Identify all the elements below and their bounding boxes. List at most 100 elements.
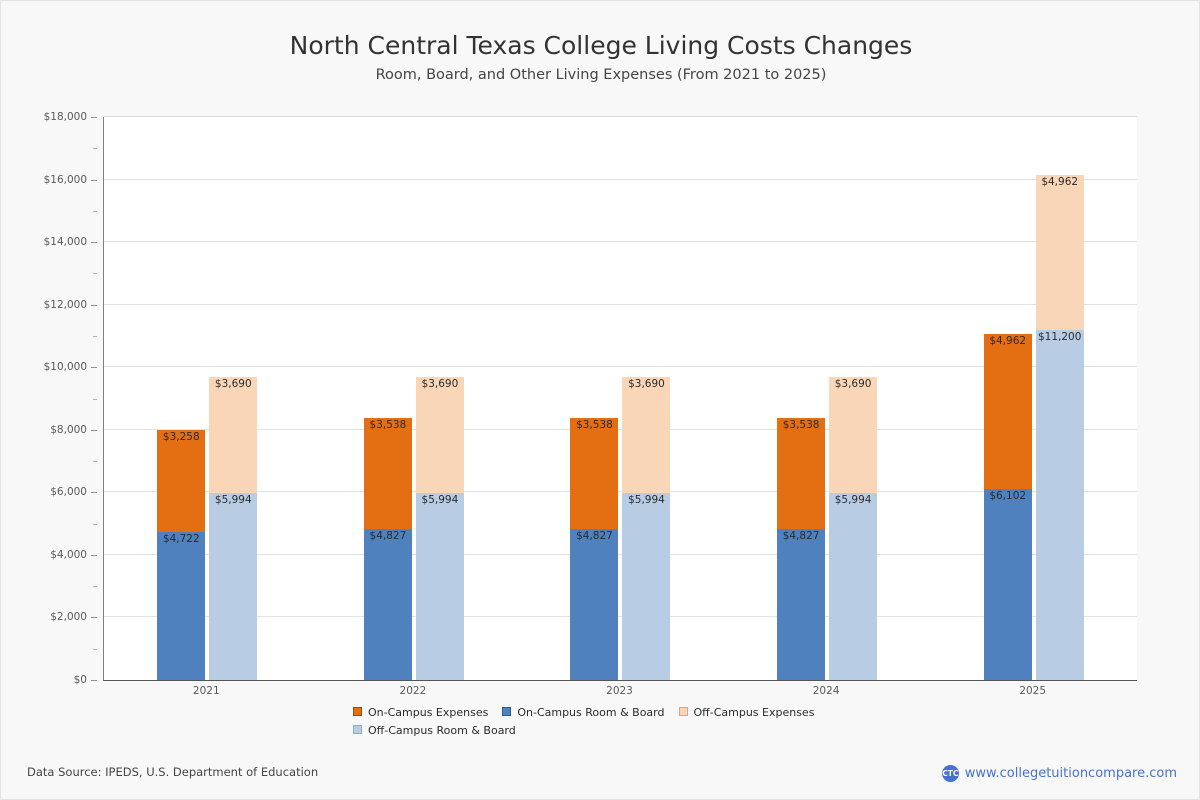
bar-value-label: $5,994 [214,493,252,506]
gridline [104,303,1137,305]
y-axis-minor-tick [93,398,97,400]
bar-segment[interactable]: $5,994 [209,492,258,680]
legend-label: Off-Campus Room & Board [368,723,516,737]
bar-segment[interactable]: $4,962 [1035,174,1084,330]
legend-item[interactable]: Off-Campus Expenses [678,703,814,722]
bar-value-label: $3,690 [628,378,665,391]
bar-group: $4,827 $3,538 $5,994 $3,690 [724,117,931,680]
y-axis-tick [91,492,97,494]
bar-segment[interactable]: $3,690 [622,377,671,493]
bar-segment[interactable]: $3,258 [157,430,206,533]
bar-value-label: $5,994 [834,493,872,506]
y-axis-tick [91,304,97,306]
bar-segment[interactable]: $4,827 [570,529,619,680]
legend-label: On-Campus Expenses [368,705,489,719]
title-block: North Central Texas College Living Costs… [1,31,1200,86]
bar-value-label: $6,102 [989,490,1027,503]
bar-value-label: $4,722 [162,533,200,546]
bar-value-label: $3,258 [162,431,200,444]
y-axis-minor-tick [93,273,97,275]
bar-segment[interactable]: $3,538 [570,418,619,530]
bar-segment[interactable]: $5,994 [829,492,878,680]
chart-subtitle: Room, Board, and Other Living Expenses (… [375,67,827,83]
x-axis-label: 2024 [812,685,840,697]
chart-legend: On-Campus Expenses On-Campus Room & Board… [353,703,873,739]
bar-segment[interactable]: $3,538 [777,418,826,530]
y-axis-label: $14,000 [43,236,87,249]
y-axis-minor-tick [93,523,97,525]
plot-area: $4,722 $3,258 $5,994 $3,690 $4,827 $3,538 $5,9… [103,116,1137,681]
y-axis-tick [91,680,97,681]
y-axis-minor-tick [93,148,97,150]
bar-value-label: $4,962 [989,334,1027,347]
bar-segment[interactable]: $3,690 [209,377,258,493]
gridline [104,553,1137,555]
bar-segment[interactable]: $6,102 [983,489,1032,680]
bar-value-label: $3,690 [214,378,252,391]
bar-value-label: $4,827 [576,530,613,543]
bar-segment[interactable]: $3,538 [363,418,412,530]
y-axis-tick [91,242,97,244]
y-axis-label: $2,000 [50,611,87,624]
legend-item[interactable]: On-Campus Expenses [353,703,488,722]
y-axis-tick [91,429,97,431]
bar-segment[interactable]: $4,722 [157,532,206,680]
y-axis-tick [91,367,97,369]
data-source-note: Data Source: IPEDS, U.S. Department of E… [27,765,319,779]
bar-group: $4,722 $3,258 $5,994 $3,690 [104,117,311,680]
bar-value-label: $3,538 [369,419,407,432]
chart-title: North Central Texas College Living Costs… [289,31,913,60]
bar-segment[interactable]: $5,994 [622,492,671,680]
bar-value-label: $4,827 [369,530,407,543]
bar-segment[interactable]: $3,690 [829,377,878,493]
bar-value-label: $3,538 [576,419,613,432]
x-axis-label: 2022 [399,685,427,697]
x-axis-label: 2023 [606,685,633,697]
y-axis-label: $8,000 [50,423,87,436]
bar-segment[interactable]: $4,827 [777,529,826,680]
y-axis-minor-tick [93,210,97,212]
x-axis: 2021 2022 2023 2024 2025 [103,685,1136,705]
y-axis-label: $18,000 [43,111,87,123]
legend-swatch [502,707,512,716]
x-axis-label: 2025 [1019,685,1047,697]
brand-link[interactable]: CTC www.collegetuitioncompare.com [941,763,1177,783]
gridline [104,241,1137,243]
bar-group: $4,827 $3,538 $5,994 $3,690 [517,117,724,680]
legend-item[interactable]: On-Campus Room & Board [502,703,665,722]
y-axis-label: $10,000 [43,361,87,374]
gridline [104,616,1137,618]
bar-group: $6,102 $4,962 $11,200 $4,962 [930,117,1137,680]
gridline [104,178,1137,180]
gridline [104,366,1137,368]
legend-swatch [353,725,362,734]
brand-url-text: www.collegetuitioncompare.com [964,766,1177,781]
bar-segment[interactable]: $3,690 [415,377,464,493]
bar-group: $4,827 $3,538 $5,994 $3,690 [311,117,518,680]
bar-segment[interactable]: $5,994 [415,492,464,680]
legend-swatch [353,707,362,716]
gridline [104,116,1137,117]
x-axis-label: 2021 [192,685,220,697]
y-axis: $0 $2,000 $4,000 $6,000 $8,000 $10,000 $12,000… [1,111,97,686]
bar-segment[interactable]: $11,200 [1035,329,1084,680]
bar-value-label: $11,200 [1037,330,1082,343]
bar-value-label: $3,538 [782,419,820,432]
y-axis-label: $0 [73,674,87,686]
y-axis-tick [91,117,97,118]
legend-item[interactable]: Off-Campus Room & Board [353,721,516,740]
bar-value-label: $3,690 [834,378,872,391]
y-axis-tick [91,617,97,619]
gridline [104,428,1137,430]
bar-segment[interactable]: $4,962 [983,333,1032,490]
y-axis-minor-tick [93,461,97,463]
y-axis-minor-tick [93,586,97,588]
ctc-logo-icon: CTC [941,765,959,782]
y-axis-label: $6,000 [50,486,87,499]
bar-segment[interactable]: $4,827 [363,529,412,680]
bar-value-label: $5,994 [421,493,459,506]
y-axis-minor-tick [93,335,97,337]
y-axis-label: $12,000 [43,298,87,311]
legend-swatch [678,707,688,716]
